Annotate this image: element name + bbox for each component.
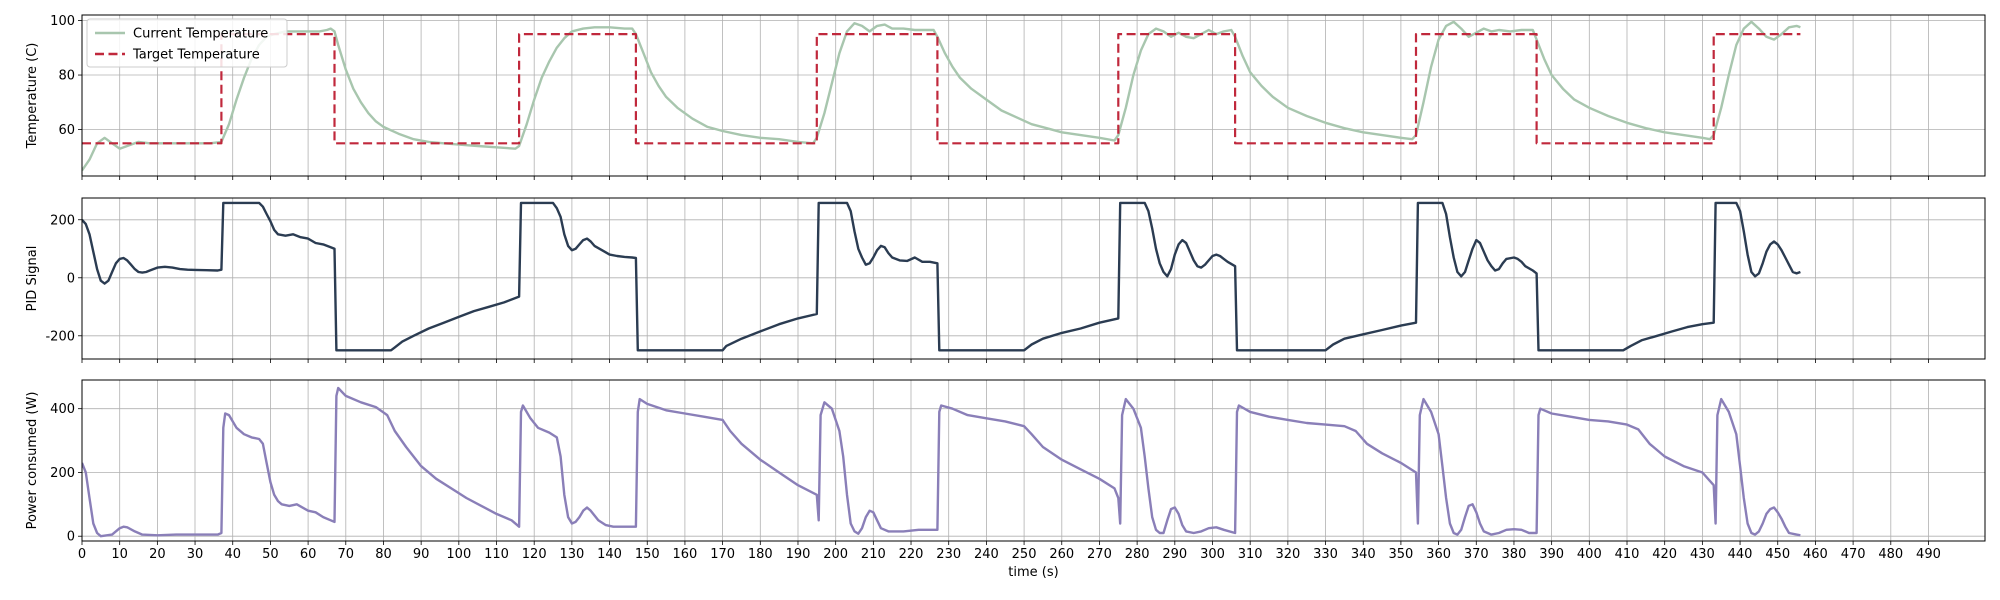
series-line-pid-signal	[82, 201, 1801, 352]
x-tick-label: 330	[1313, 547, 1338, 562]
x-tick-label: 150	[635, 547, 660, 562]
x-tick-label: 440	[1728, 547, 1753, 562]
power-consumed-panel: 0 200 400 0 10 20 30 40 50 60 70 80 90 100 110 120 130 14…	[25, 379, 1986, 580]
x-tick-label: 470	[1841, 547, 1866, 562]
x-tick-label: 250	[1012, 547, 1037, 562]
y-axis-label: PID Signal	[25, 246, 40, 312]
x-tick-label: 200	[823, 547, 848, 562]
legend: Current Temperature Target Temperature	[86, 18, 288, 68]
x-tick-label: 80	[375, 547, 392, 562]
x-tick-label: 380	[1502, 547, 1527, 562]
x-tick-label: 450	[1765, 547, 1790, 562]
y-axis-label: Temperature (C)	[25, 43, 40, 150]
x-tick-label: 130	[559, 547, 584, 562]
x-tick-label: 120	[522, 547, 547, 562]
legend-label-current-temperature: Current Temperature	[133, 27, 268, 42]
y-tick-label: 200	[50, 213, 75, 228]
x-tick-label: 260	[1049, 547, 1074, 562]
x-tick-label: 190	[786, 547, 811, 562]
x-tick-label: 240	[974, 547, 999, 562]
series-line-power-consumed-w	[82, 386, 1801, 538]
y-tick-label: 60	[58, 123, 75, 138]
x-tick-label: 210	[861, 547, 886, 562]
x-tick-label: 220	[899, 547, 924, 562]
x-tick-label: 90	[413, 547, 430, 562]
x-tick-label: 50	[262, 547, 279, 562]
x-tick-label: 140	[597, 547, 622, 562]
axes-frame	[81, 197, 1986, 360]
x-tick-label: 30	[187, 547, 204, 562]
y-axis-label: Power consumed (W)	[25, 392, 40, 530]
x-tick-label: 100	[446, 547, 471, 562]
x-tick-label: 40	[224, 547, 241, 562]
x-axis-label: time (s)	[1008, 565, 1058, 580]
x-tick-label: 460	[1803, 547, 1828, 562]
legend-label-target-temperature: Target Temperature	[132, 48, 260, 63]
x-tick-label: 320	[1275, 547, 1300, 562]
x-tick-label: 280	[1125, 547, 1150, 562]
x-tick-label: 420	[1652, 547, 1677, 562]
x-tick-label: 180	[748, 547, 773, 562]
y-tick-label: -200	[45, 329, 75, 344]
x-tick-label: 70	[338, 547, 355, 562]
y-tick-label: 80	[58, 69, 75, 84]
x-tick-label: 480	[1878, 547, 1903, 562]
pid-signal-panel: -200 0 200 PID Signal	[25, 197, 1986, 363]
x-tick-label: 170	[710, 547, 735, 562]
x-tick-label: 400	[1577, 547, 1602, 562]
x-tick-label: 310	[1238, 547, 1263, 562]
x-tick-label: 340	[1351, 547, 1376, 562]
x-tick-label: 110	[484, 547, 509, 562]
x-tick-label: 0	[78, 547, 86, 562]
x-tick-label: 360	[1426, 547, 1451, 562]
x-tick-label: 490	[1916, 547, 1941, 562]
legend-box	[86, 18, 288, 68]
y-tick-label: 0	[67, 271, 75, 286]
y-tick-label: 100	[50, 14, 75, 29]
x-tick-label: 160	[673, 547, 698, 562]
x-tick-label: 300	[1200, 547, 1225, 562]
axes-frame	[81, 379, 1986, 542]
temperature-panel: 60 80 100 Temperature (C) Current Temperatur…	[25, 14, 1986, 180]
axes-frame	[81, 14, 1986, 177]
x-tick-label: 10	[111, 547, 128, 562]
x-tick-label: 370	[1464, 547, 1489, 562]
series-line-target-temperature	[82, 33, 1801, 145]
x-tick-label: 430	[1690, 547, 1715, 562]
y-tick-label: 200	[50, 466, 75, 481]
y-tick-label: 0	[67, 530, 75, 545]
x-tick-label: 290	[1162, 547, 1187, 562]
y-tick-label: 400	[50, 402, 75, 417]
x-tick-label: 410	[1615, 547, 1640, 562]
x-tick-label: 230	[936, 547, 961, 562]
x-tick-label: 350	[1388, 547, 1413, 562]
x-tick-label: 390	[1539, 547, 1564, 562]
x-tick-label: 60	[300, 547, 317, 562]
x-tick-label: 270	[1087, 547, 1112, 562]
series-line-current-temperature	[82, 20, 1801, 172]
x-tick-label: 20	[149, 547, 166, 562]
